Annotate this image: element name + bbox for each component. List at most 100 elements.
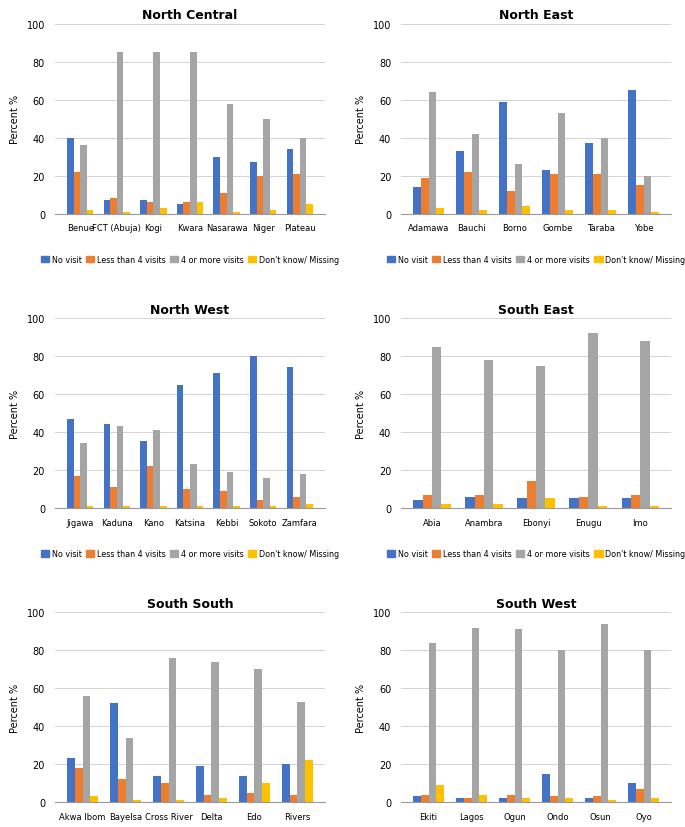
Bar xyxy=(514,629,523,802)
Bar xyxy=(436,208,444,214)
Bar xyxy=(263,478,270,509)
Bar xyxy=(75,768,83,802)
Bar xyxy=(643,176,651,214)
Bar xyxy=(465,497,475,509)
Bar xyxy=(270,211,276,214)
Bar xyxy=(190,53,197,214)
Bar xyxy=(421,795,429,802)
Bar xyxy=(140,442,147,509)
Bar xyxy=(153,53,160,214)
Bar xyxy=(117,427,123,509)
Bar xyxy=(593,796,601,802)
Bar xyxy=(499,798,507,802)
Bar xyxy=(475,495,484,509)
Bar xyxy=(306,761,313,802)
Bar xyxy=(608,211,616,214)
Bar xyxy=(464,173,472,214)
Bar xyxy=(293,174,300,214)
Bar xyxy=(643,651,651,802)
Bar xyxy=(479,795,487,802)
Bar xyxy=(429,93,436,214)
Bar xyxy=(177,205,184,214)
Title: South West: South West xyxy=(496,597,576,610)
Bar xyxy=(67,758,75,802)
Bar xyxy=(597,506,607,509)
Bar xyxy=(514,165,523,214)
Bar xyxy=(413,796,421,802)
Bar xyxy=(103,201,110,214)
Title: South South: South South xyxy=(147,597,234,610)
Bar xyxy=(651,213,659,214)
Bar xyxy=(227,472,233,509)
Bar xyxy=(456,798,464,802)
Bar xyxy=(300,474,306,509)
Bar xyxy=(140,201,147,214)
Bar xyxy=(257,176,263,214)
Bar xyxy=(110,487,117,509)
Bar xyxy=(631,495,640,509)
Bar xyxy=(636,789,643,802)
Bar xyxy=(608,801,616,802)
Bar xyxy=(523,798,530,802)
Bar xyxy=(601,624,608,802)
Bar xyxy=(87,211,93,214)
Bar xyxy=(472,628,480,802)
Bar xyxy=(110,704,118,802)
Bar xyxy=(118,779,125,802)
Bar xyxy=(74,173,80,214)
Bar xyxy=(67,139,74,214)
Y-axis label: Percent %: Percent % xyxy=(10,683,20,732)
Bar xyxy=(134,801,141,802)
Bar xyxy=(197,203,203,214)
Bar xyxy=(436,785,444,802)
Bar xyxy=(550,174,558,214)
Bar xyxy=(233,506,240,509)
Bar xyxy=(90,796,98,802)
Bar xyxy=(257,500,263,509)
Bar xyxy=(263,120,270,214)
Bar xyxy=(87,506,93,509)
Bar xyxy=(593,174,601,214)
Bar xyxy=(569,499,579,509)
Bar xyxy=(628,91,636,214)
Y-axis label: Percent %: Percent % xyxy=(10,95,20,144)
Bar xyxy=(177,385,184,509)
Bar xyxy=(472,135,480,214)
Bar xyxy=(212,662,219,802)
Bar xyxy=(250,163,257,214)
Bar xyxy=(117,53,123,214)
Bar xyxy=(441,504,451,509)
Bar xyxy=(80,146,87,214)
Bar xyxy=(74,476,80,509)
Bar xyxy=(110,199,117,214)
Bar xyxy=(153,431,160,509)
Bar xyxy=(254,670,262,802)
Bar xyxy=(517,499,527,509)
Bar xyxy=(499,103,507,214)
Bar xyxy=(432,347,441,509)
Bar xyxy=(456,152,464,214)
Bar xyxy=(523,207,530,214)
Bar xyxy=(160,208,166,214)
Bar xyxy=(306,205,313,214)
Bar xyxy=(196,766,203,802)
Bar xyxy=(550,796,558,802)
Bar xyxy=(214,374,220,509)
Bar xyxy=(413,188,421,214)
Bar xyxy=(176,801,184,802)
Bar xyxy=(536,366,545,509)
Bar xyxy=(219,798,227,802)
Bar xyxy=(250,356,257,509)
Bar xyxy=(565,211,573,214)
Bar xyxy=(220,491,227,509)
Bar xyxy=(421,179,429,214)
Legend: No visit, Less than 4 visits, 4 or more visits, Don't know/ Missing: No visit, Less than 4 visits, 4 or more … xyxy=(384,252,685,268)
Bar xyxy=(542,774,550,802)
Bar xyxy=(293,497,300,509)
Bar xyxy=(233,213,240,214)
Bar xyxy=(507,192,514,214)
Bar xyxy=(558,114,565,214)
Y-axis label: Percent %: Percent % xyxy=(10,389,20,438)
Bar xyxy=(628,783,636,802)
Bar xyxy=(290,795,297,802)
